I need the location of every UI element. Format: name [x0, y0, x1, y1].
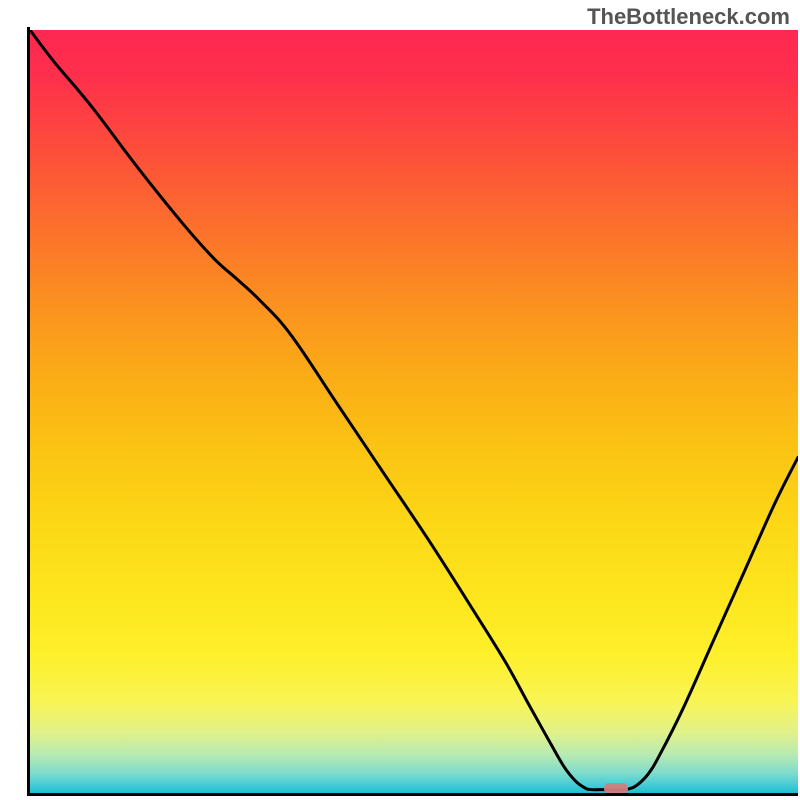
plot-area: [30, 30, 798, 793]
curve-svg: [30, 30, 798, 793]
y-axis-line: [27, 27, 30, 796]
chart-container: TheBottleneck.com: [0, 0, 800, 800]
watermark-text: TheBottleneck.com: [587, 4, 790, 30]
bottleneck-curve: [30, 30, 798, 790]
x-axis-line: [27, 793, 798, 796]
